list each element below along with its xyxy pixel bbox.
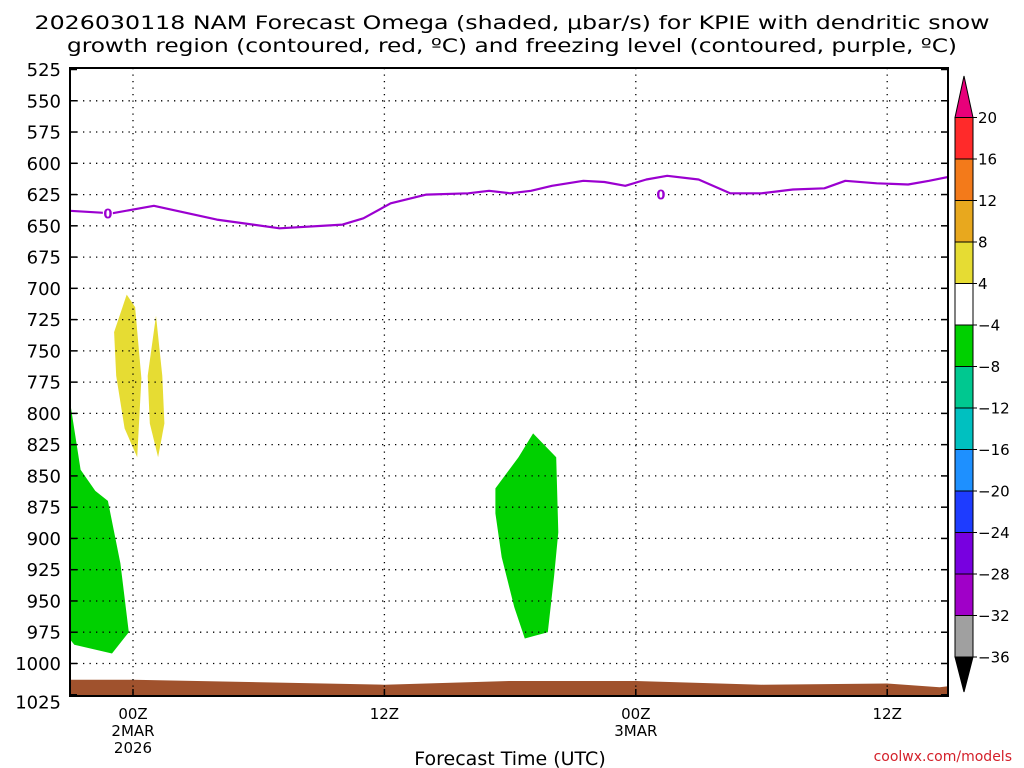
ground-band	[70, 679, 948, 696]
colorbar-swatch-3	[954, 241, 974, 284]
colorbar-swatch-12	[954, 615, 974, 658]
colorbar-swatch-4	[954, 283, 974, 326]
x-tick-label-24-0: 00Z	[621, 705, 650, 723]
plot-lines: 00	[70, 174, 948, 230]
colorbar-label-7: −12	[978, 400, 1010, 418]
colorbar-label-12: −32	[978, 607, 1010, 625]
chart-title-line-1: 2026030118 NAM Forecast Omega (shaded, μ…	[35, 12, 990, 34]
freezing-level-label-bg-1	[655, 187, 666, 202]
omega-region-2	[147, 315, 165, 458]
y-tick-label-850: 850	[27, 466, 61, 487]
chart-title-line-2: growth region (contoured, red, ºC) and f…	[67, 35, 957, 57]
colorbar-label-6: −8	[978, 358, 1000, 376]
y-tick-label-625: 625	[27, 185, 61, 206]
x-tick-label-12-0: 12Z	[370, 705, 399, 723]
freezing-level-label-bg-0	[102, 206, 113, 221]
y-tick-label-875: 875	[27, 498, 61, 519]
colorbar-label-8: −16	[978, 441, 1010, 459]
x-axis: 00Z2MAR202612Z00Z3MAR12Z00Z4MAR12Z00Z5MA…	[111, 689, 902, 757]
y-tick-label-525: 525	[27, 60, 61, 81]
colorbar-label-2: 12	[978, 192, 997, 210]
freezing-level-line	[70, 174, 948, 230]
freezing-level-label-0: 0	[103, 207, 112, 222]
colorbar-swatch-0	[954, 117, 974, 160]
colorbar-label-1: 16	[978, 151, 997, 169]
omega-region-3	[495, 433, 559, 639]
colorbar-swatch-5	[954, 324, 974, 367]
plot-fills	[70, 294, 948, 696]
y-tick-label-575: 575	[27, 123, 61, 144]
y-tick-label-825: 825	[27, 435, 61, 456]
y-tick-label-650: 650	[27, 216, 61, 237]
y-tick-label-1000: 1000	[15, 654, 61, 675]
x-tick-label-0-2: 2026	[114, 739, 152, 757]
colorbar-bottom-triangle	[954, 656, 974, 693]
x-axis-label: Forecast Time (UTC)	[414, 748, 605, 768]
colorbar-label-13: −36	[978, 649, 1010, 667]
colorbar-swatch-2	[954, 200, 974, 243]
colorbar-swatch-11	[954, 573, 974, 616]
colorbar-label-4: 4	[978, 275, 988, 293]
colorbar-top-triangle	[954, 75, 974, 118]
x-tick-label-0-1: 2MAR	[111, 722, 154, 740]
colorbar-swatch-8	[954, 449, 974, 492]
plot-grid	[70, 68, 948, 696]
colorbar-label-3: 8	[978, 234, 988, 252]
y-tick-label-800: 800	[27, 404, 61, 425]
x-tick-label-0-0: 00Z	[118, 705, 147, 723]
y-tick-label-600: 600	[27, 154, 61, 175]
plot-frame	[69, 67, 949, 697]
y-tick-label-550: 550	[27, 91, 61, 112]
freezing-level-label-1: 0	[656, 189, 665, 204]
x-tick-label-24-1: 3MAR	[614, 722, 657, 740]
omega-region-0	[70, 401, 129, 654]
colorbar-label-5: −4	[978, 317, 1000, 335]
y-tick-label-900: 900	[27, 529, 61, 550]
y-tick-label-750: 750	[27, 341, 61, 362]
y-tick-label-675: 675	[27, 248, 61, 269]
y-tick-label-725: 725	[27, 310, 61, 331]
colorbar-swatch-9	[954, 490, 974, 533]
y-tick-label-975: 975	[27, 623, 61, 644]
omega-region-1	[114, 294, 142, 458]
colorbar-swatch-6	[954, 366, 974, 409]
colorbar-label-10: −24	[978, 524, 1010, 542]
credit-text: coolwx.com/models	[874, 749, 1012, 765]
y-tick-label-1025: 1025	[15, 692, 61, 713]
colorbar-label-9: −20	[978, 483, 1010, 501]
colorbar-label-0: 20	[978, 109, 997, 127]
colorbar-swatch-10	[954, 532, 974, 575]
y-tick-label-700: 700	[27, 279, 61, 300]
x-tick-label-36-0: 12Z	[873, 705, 902, 723]
colorbar: 20 16 12 8 4 −4 −8 −12 −16 −20 −24 −28 −32 −36	[954, 75, 1010, 693]
y-axis: 525 550 575 600 625 650 675 700 725 750 775 800 825 8…	[15, 60, 948, 713]
y-tick-label-775: 775	[27, 373, 61, 394]
y-tick-label-925: 925	[27, 560, 61, 581]
colorbar-label-11: −28	[978, 566, 1010, 584]
colorbar-swatch-1	[954, 158, 974, 201]
y-tick-label-950: 950	[27, 592, 61, 613]
colorbar-swatch-7	[954, 407, 974, 450]
